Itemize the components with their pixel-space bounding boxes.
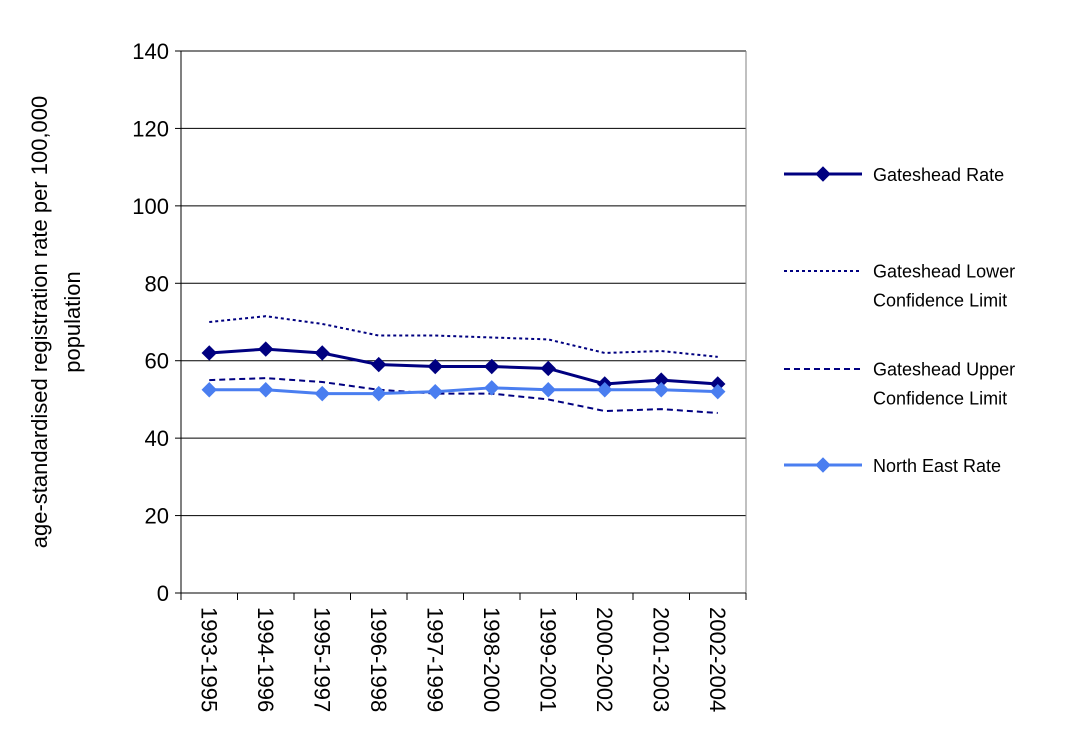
data-point [654, 383, 668, 397]
y-axis-label: age-standardised registration rate per 1… [27, 96, 85, 549]
x-tick-label: 1999-2001 [535, 607, 560, 712]
legend: Gateshead Rate Gateshead Lower Confidence … [784, 165, 1015, 476]
y-tick-label: 120 [132, 116, 169, 141]
series-3 [209, 378, 718, 413]
legend-item: Gateshead Upper Confidence Limit [784, 360, 1015, 409]
legend-label: Confidence Limit [873, 291, 1007, 311]
legend-item: Gateshead Rate [784, 165, 1004, 185]
series-line [209, 349, 718, 384]
series-4 [202, 381, 725, 401]
series-line [209, 378, 718, 413]
x-tick-labels: 1993-1995 1994-1996 1995-1997 1996-1998 1997… [196, 607, 730, 712]
x-tick-label: 1993-1995 [196, 607, 221, 712]
y-axis-label-line: population [60, 271, 85, 373]
x-tick-label: 1998-2000 [479, 607, 504, 712]
y-tick-label: 60 [145, 349, 169, 374]
data-point [541, 383, 555, 397]
data-point [372, 358, 386, 372]
data-point [541, 361, 555, 375]
x-tick-label: 1995-1997 [309, 607, 334, 712]
data-point [428, 360, 442, 374]
data-point [315, 346, 329, 360]
legend-label: Gateshead Rate [873, 165, 1004, 185]
data-point [202, 346, 216, 360]
series-group [202, 316, 725, 413]
axes [175, 51, 746, 600]
legend-marker [816, 458, 830, 472]
legend-marker [816, 167, 830, 181]
data-point [315, 387, 329, 401]
x-tick-label: 2001-2003 [648, 607, 673, 712]
x-tick-label: 2000-2002 [592, 607, 617, 712]
data-point [711, 385, 725, 399]
data-point [428, 385, 442, 399]
gridlines [181, 51, 746, 516]
legend-item: Gateshead Lower Confidence Limit [784, 262, 1015, 311]
y-tick-label: 40 [145, 426, 169, 451]
y-tick-label: 80 [145, 271, 169, 296]
y-axis-label-line: age-standardised registration rate per 1… [27, 96, 52, 549]
y-tick-label: 0 [157, 581, 169, 606]
legend-label: North East Rate [873, 456, 1001, 476]
x-tick-label: 1997-1999 [422, 607, 447, 712]
y-tick-labels: 0 20 40 60 80 100 120 140 [132, 39, 169, 606]
data-point [485, 360, 499, 374]
data-point [202, 383, 216, 397]
data-point [259, 342, 273, 356]
x-tick-label: 2002-2004 [705, 607, 730, 712]
legend-label: Gateshead Lower [873, 262, 1015, 282]
series-1 [202, 342, 725, 391]
legend-item: North East Rate [784, 456, 1001, 476]
x-tick-label: 1994-1996 [253, 607, 278, 712]
y-tick-label: 140 [132, 39, 169, 64]
x-tick-label: 1996-1998 [366, 607, 391, 712]
data-point [485, 381, 499, 395]
y-tick-label: 100 [132, 194, 169, 219]
legend-label: Confidence Limit [873, 389, 1007, 409]
y-tick-label: 20 [145, 504, 169, 529]
legend-label: Gateshead Upper [873, 360, 1015, 380]
data-point [259, 383, 273, 397]
